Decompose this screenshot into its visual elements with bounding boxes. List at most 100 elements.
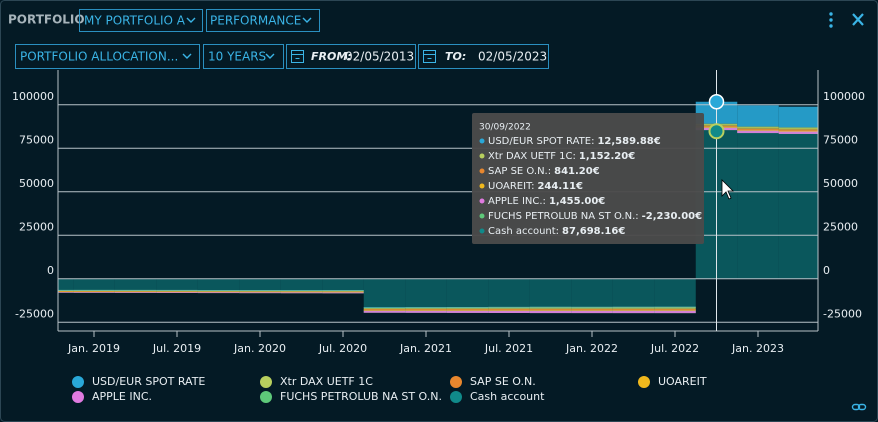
to-value: 02/05/2023 [478, 50, 547, 64]
area-segment [73, 278, 115, 291]
y2-tick-label: 50000 [823, 177, 858, 190]
area-segment [737, 128, 779, 131]
tooltip-value: 841.20€ [554, 166, 600, 177]
area-segment [571, 310, 613, 311]
area-segment [322, 278, 364, 291]
area-segment [58, 278, 74, 291]
tooltip-label: SAP SE O.N.: [488, 166, 551, 177]
allocation-value: PORTFOLIO ALLOCATION... [20, 50, 178, 64]
area-segment [405, 308, 447, 311]
area-segment [488, 278, 530, 310]
from-field[interactable] [286, 44, 416, 69]
view-dropdown[interactable] [206, 9, 320, 32]
portfolio-dropdown[interactable] [79, 9, 203, 32]
area-segment [73, 291, 115, 293]
tooltip-row: Cash account: 87,698.16€ [488, 226, 625, 237]
y-tick-label: 100000 [12, 90, 54, 103]
area-segment [654, 310, 696, 311]
area-segment [446, 278, 489, 310]
y-tick-label: 0 [47, 264, 54, 277]
area-segment [571, 310, 613, 314]
cursor-dot [708, 94, 725, 110]
area-segment [778, 129, 818, 131]
legend-label: USD/EUR SPOT RATE [92, 375, 205, 388]
area-segment [571, 306, 613, 309]
close-button[interactable] [852, 13, 864, 26]
area-segment [654, 278, 696, 310]
tooltip-bullet [479, 138, 485, 144]
area-segment [612, 310, 655, 314]
area-segment [239, 291, 281, 292]
tooltip-bullet [479, 153, 485, 159]
portfolio-value: MY PORTFOLIO A [84, 14, 186, 28]
allocation-dropdown[interactable] [15, 44, 200, 69]
tooltip-row: FUCHS PETROLUB NA ST O.N.: -2,230.00€ [488, 211, 702, 222]
area-segment [405, 307, 447, 309]
area-segment [778, 130, 818, 132]
area-segment [737, 130, 779, 131]
tooltip-row: UOAREIT: 244.11€ [488, 181, 583, 192]
legend-swatch [638, 376, 650, 388]
legend-swatch [260, 391, 272, 403]
legend-swatch [72, 376, 84, 388]
area-segment [405, 310, 447, 311]
tooltip-bullet [479, 213, 485, 219]
area-segment [197, 278, 240, 291]
area-segment [197, 291, 240, 292]
link-icon[interactable] [851, 403, 867, 411]
period-dropdown[interactable] [203, 44, 284, 69]
chevron [265, 53, 275, 59]
chevron [186, 17, 196, 23]
tooltip-row: APPLE INC.: 1,455.00€ [488, 196, 605, 207]
area-segment [405, 307, 447, 308]
area-segment [363, 307, 406, 309]
tooltip-label: Xtr DAX UETF 1C: [488, 151, 576, 162]
area-segment [529, 310, 572, 314]
area-segment [571, 278, 613, 310]
area-segment [654, 308, 696, 311]
x-tick-label: Jul. 2021 [484, 342, 533, 355]
cursor-dot [708, 123, 725, 140]
area-segment [446, 307, 489, 308]
area-segment [529, 308, 572, 311]
area-segment [58, 291, 74, 293]
area-segment [363, 310, 406, 311]
area-segment [529, 306, 572, 308]
area-segment [488, 306, 530, 309]
tooltip-row: SAP SE O.N.: 841.20€ [488, 166, 600, 177]
from-label: FROM: [311, 50, 352, 63]
area-segment [612, 278, 655, 310]
area-segment [239, 291, 281, 293]
to-field[interactable] [418, 44, 549, 69]
x-tick-label: Jul. 2019 [152, 342, 201, 355]
tooltip-label: FUCHS PETROLUB NA ST O.N.: [488, 211, 639, 222]
tooltip-label: APPLE INC.: [488, 196, 546, 207]
legend-swatch [450, 391, 462, 403]
area-segment [488, 310, 530, 313]
menu-button[interactable] [829, 12, 833, 28]
y-tick-label: 25000 [19, 220, 54, 233]
area-segment [156, 289, 198, 291]
tooltip-label: UOAREIT: [488, 181, 534, 192]
tooltip-value: -2,230.00€ [642, 211, 702, 222]
legend-label: Cash account [470, 390, 545, 403]
area-segment [363, 278, 406, 310]
tooltip-bullet [479, 228, 485, 234]
area-segment [322, 291, 364, 293]
area-segment [654, 306, 696, 309]
x-tick-label: Jan. 2022 [565, 342, 618, 355]
area-segment [778, 130, 818, 279]
y2-tick-label: -25000 [823, 307, 862, 320]
area-segment [446, 307, 489, 309]
area-segment [529, 278, 572, 310]
area-segment [156, 291, 198, 293]
tooltip-row: Xtr DAX UETF 1C: 1,152.20€ [488, 151, 635, 162]
area-segment [612, 306, 655, 309]
area-segment [114, 291, 157, 293]
from-value: 02/05/2013 [345, 50, 414, 64]
y-tick-label: 50000 [19, 177, 54, 190]
to-label: TO: [445, 50, 466, 63]
area-segment [446, 310, 489, 311]
x-tick-label: Jan. 2020 [233, 342, 286, 355]
area-segment [488, 310, 530, 311]
